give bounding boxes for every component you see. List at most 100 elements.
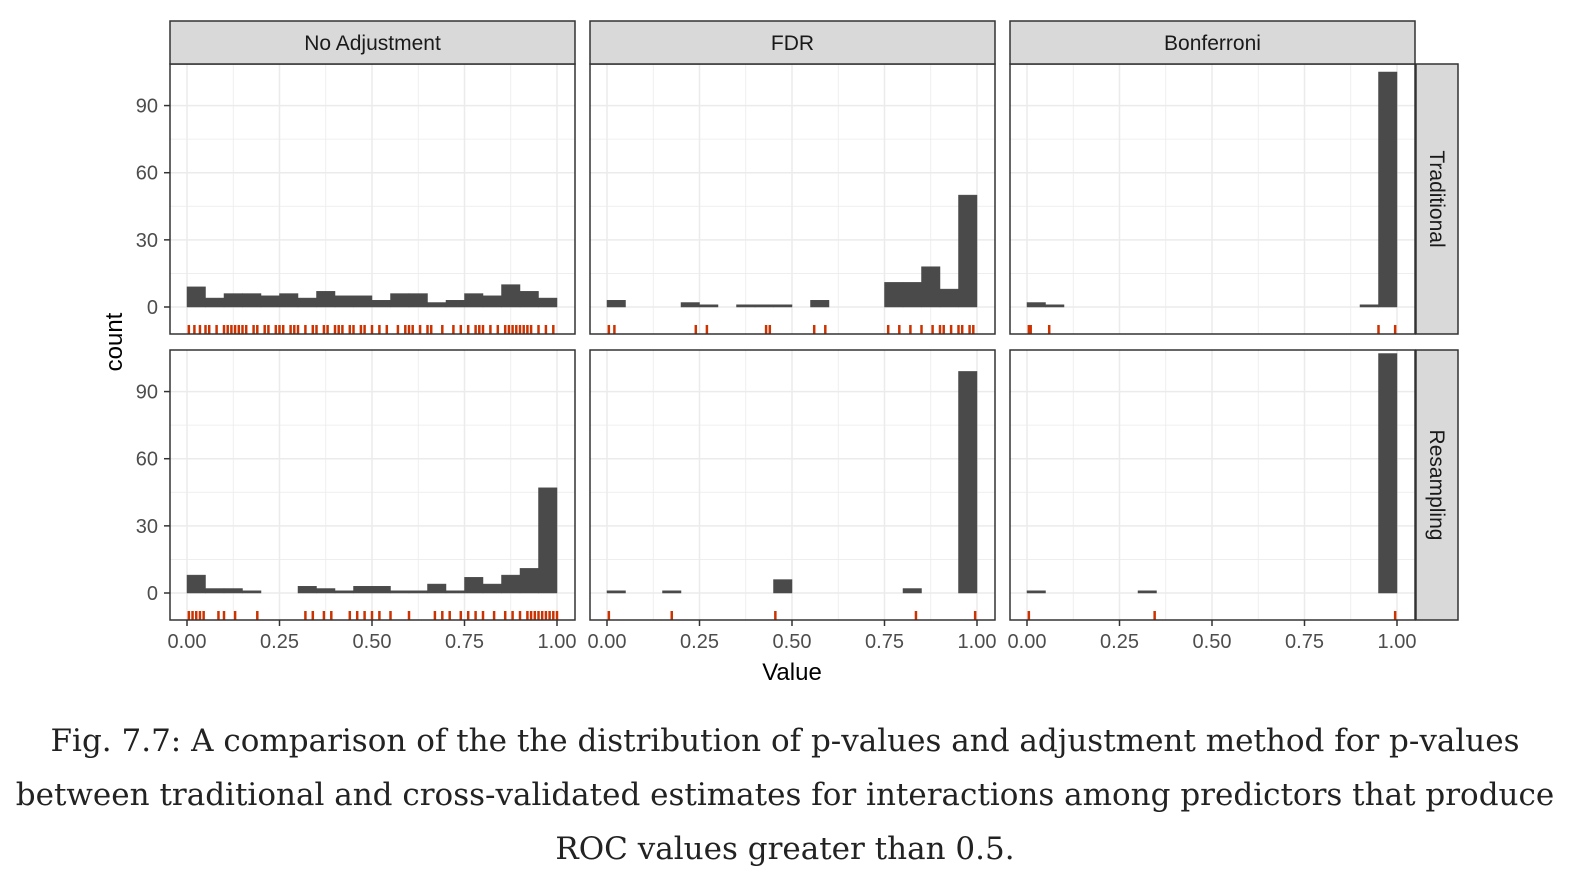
histogram-bar [464, 293, 484, 308]
x-tick-label: 1.00 [958, 631, 997, 653]
histogram-bar [1359, 304, 1379, 308]
histogram-bar [205, 588, 225, 594]
histogram-bar [482, 295, 502, 308]
x-tick-label: 0.00 [168, 631, 207, 653]
strip-bonferroni: Bonferroni [1009, 20, 1416, 65]
histogram-bar [390, 293, 410, 308]
histogram-bar [884, 282, 904, 308]
histogram-bar [482, 583, 502, 594]
histogram-bar [680, 302, 700, 308]
strip-fdr: FDR [589, 20, 996, 65]
histogram-bar [260, 295, 280, 308]
histogram-bar [519, 568, 539, 594]
histogram-bar [297, 586, 317, 594]
histogram-bar [279, 293, 299, 308]
panel-resampling-no-adjustment [169, 349, 576, 621]
histogram-bar [1026, 590, 1046, 594]
histogram-bar [538, 297, 558, 308]
histogram-bar [736, 304, 756, 308]
histogram-bar [501, 574, 521, 594]
x-tick-label: 0.75 [445, 631, 484, 653]
histogram-bar [316, 588, 336, 594]
histogram-bar [390, 590, 410, 594]
x-tick-label: 0.00 [1008, 631, 1047, 653]
strip-resampling-box [1415, 349, 1459, 621]
y-tick-label: 90 [136, 382, 158, 404]
faceted-histogram-chart: No Adjustment FDR Bonferroni Traditional Res… [101, 20, 1459, 686]
strip-no-adjustment: No Adjustment [169, 20, 576, 65]
panel-traditional-fdr [589, 63, 996, 335]
histogram-bar [1137, 590, 1157, 594]
histogram-bar [606, 590, 626, 594]
histogram-bar [1026, 302, 1046, 308]
histogram-bar [242, 293, 262, 308]
histogram-bar [186, 574, 206, 594]
histogram-bar [1378, 71, 1398, 308]
histogram-bar [538, 487, 558, 594]
histogram-bar [699, 304, 719, 308]
y-tick-label: 30 [136, 516, 158, 538]
histogram-bar [464, 577, 484, 594]
histogram-bar [662, 590, 682, 594]
histogram-bar [371, 300, 391, 308]
panel-resampling-bonferroni [1009, 349, 1416, 621]
histogram-bar [334, 590, 354, 594]
y-axis-title: count [101, 312, 128, 371]
histogram-bar [205, 297, 225, 308]
x-tick-label: 1.00 [1378, 631, 1417, 653]
histogram-bar [902, 588, 922, 594]
x-tick-label: 0.25 [1100, 631, 1139, 653]
histogram-bar [958, 194, 978, 308]
histogram-bar [939, 288, 959, 308]
histogram-bar [334, 295, 354, 308]
strip-traditional: Traditional [1415, 63, 1459, 335]
histogram-bar [958, 371, 978, 594]
histogram-bar [1378, 353, 1398, 594]
histogram-bar [408, 590, 428, 594]
histogram-bar [445, 590, 465, 594]
histogram-bar [371, 586, 391, 594]
histogram-bar [773, 304, 793, 308]
y-tick-label: 0 [147, 297, 158, 319]
x-tick-label: 0.25 [260, 631, 299, 653]
x-tick-label: 0.75 [865, 631, 904, 653]
histogram-bar [353, 586, 373, 594]
x-tick-label: 1.00 [538, 631, 577, 653]
histogram-bar [223, 293, 243, 308]
x-axis-title: Value [762, 659, 822, 686]
histogram-bar [1045, 304, 1065, 308]
y-tick-label: 30 [136, 230, 158, 252]
strip-resampling-label: Resampling [1425, 430, 1448, 541]
figure-caption: Fig. 7.7: A comparison of the the distri… [15, 723, 1555, 867]
panel-resampling-fdr [589, 349, 996, 621]
y-tick-label: 90 [136, 96, 158, 118]
histogram-bar [921, 266, 941, 308]
strip-bonferroni-box [1009, 20, 1416, 65]
histogram-bar [353, 295, 373, 308]
histogram-bar [902, 282, 922, 308]
x-tick-label: 0.50 [773, 631, 812, 653]
histogram-bar [754, 304, 774, 308]
strip-bonferroni-label: Bonferroni [1164, 32, 1261, 55]
strip-resampling: Resampling [1415, 349, 1459, 621]
panel-traditional-bonferroni [1009, 63, 1416, 335]
x-tick-label: 0.25 [680, 631, 719, 653]
histogram-bar [810, 300, 830, 308]
strip-traditional-label: Traditional [1425, 150, 1448, 247]
strip-no-adjustment-box [169, 20, 576, 65]
strip-traditional-box [1415, 63, 1459, 335]
histogram-bar [427, 302, 447, 308]
histogram-bar [223, 588, 243, 594]
x-tick-label: 0.50 [1193, 631, 1232, 653]
histogram-bar [297, 297, 317, 308]
histogram-bar [316, 291, 336, 308]
histogram-bar [427, 583, 447, 594]
strip-fdr-box [589, 20, 996, 65]
strip-no-adjustment-label: No Adjustment [304, 32, 441, 55]
x-tick-label: 0.50 [353, 631, 392, 653]
histogram-bar [186, 286, 206, 308]
y-tick-label: 60 [136, 163, 158, 185]
histogram-bar [445, 300, 465, 308]
y-tick-label: 60 [136, 449, 158, 471]
strip-fdr-label: FDR [771, 32, 814, 55]
